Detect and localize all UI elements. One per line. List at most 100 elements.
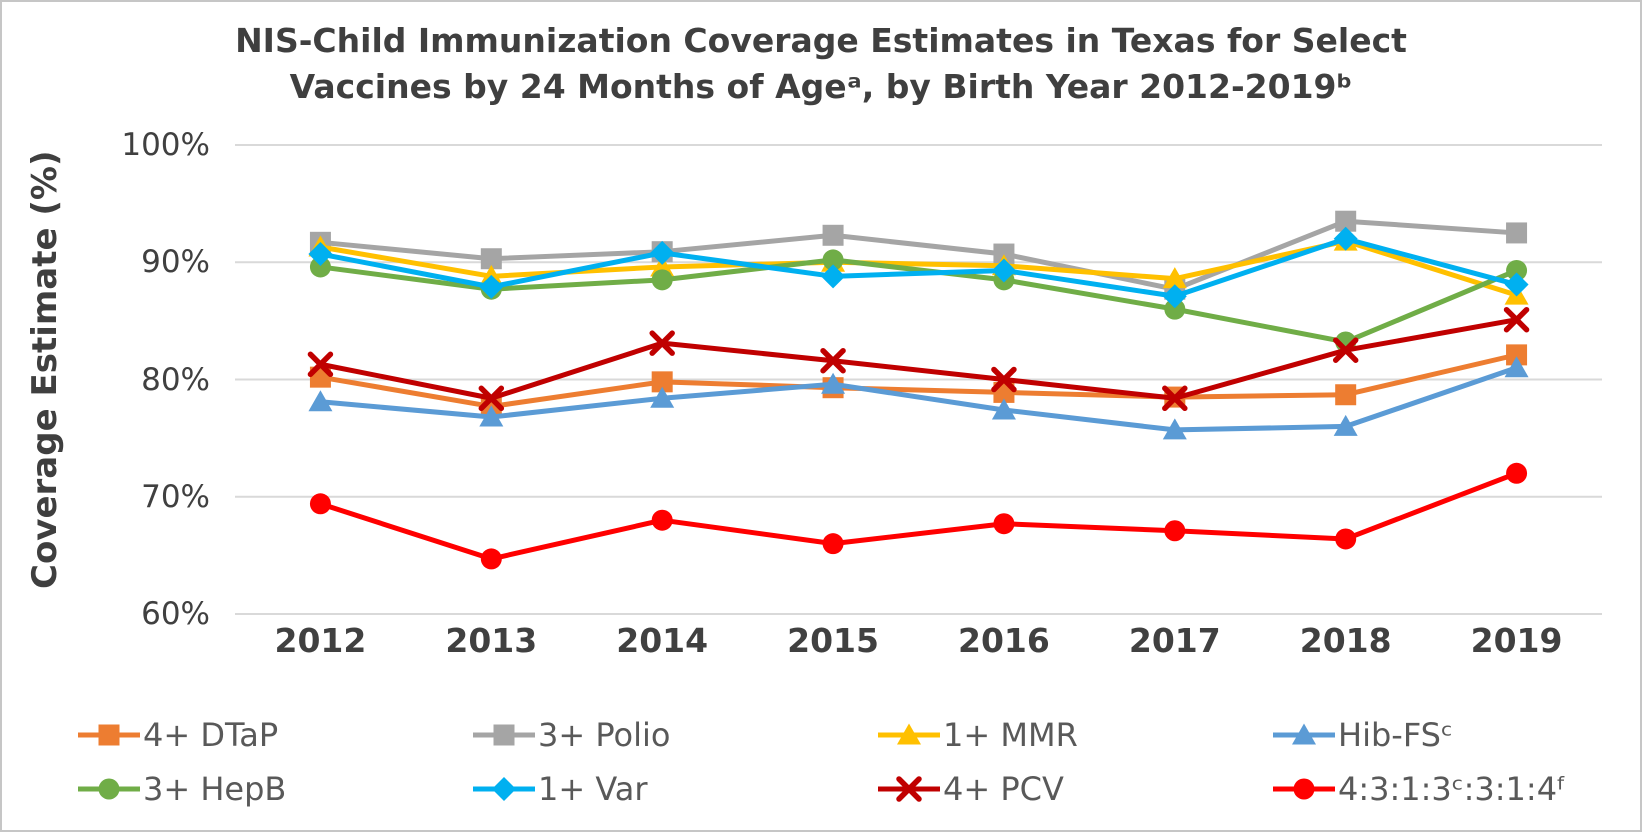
marker-circle [1164, 520, 1186, 542]
x-tick-2016: 2016 [958, 621, 1050, 660]
legend-marker-square-icon [78, 724, 140, 746]
series-line [317, 352, 1520, 409]
marker-triangle [1292, 723, 1316, 745]
legend-marker-circle-icon [78, 778, 140, 800]
legend-item-4-dtap: 4+ DTaP [77, 714, 278, 756]
legend-marker-square-icon [473, 724, 535, 746]
marker-circle [98, 778, 120, 800]
marker-square [822, 224, 844, 246]
legend-marker-xcross-icon [878, 776, 940, 802]
legend-label: 4+ PCV [943, 770, 1064, 808]
legend-marker-circle-icon [1273, 778, 1335, 800]
marker-xcross [1332, 337, 1359, 363]
y-tick-60: 60% [141, 596, 210, 632]
marker-triangle [897, 723, 921, 745]
chart-title-line-1: NIS-Child Immunization Coverage Estimate… [235, 21, 1407, 60]
marker-triangle [1162, 267, 1187, 289]
chart-title: NIS-Child Immunization Coverage Estimate… [2, 18, 1640, 110]
series-4-3-1-3-3-1-4 [309, 462, 1528, 570]
marker-diamond [821, 264, 846, 289]
plot-area [235, 144, 1602, 615]
marker-square [1506, 222, 1528, 244]
marker-triangle [479, 405, 504, 427]
series-line [317, 236, 1520, 299]
marker-square [1335, 384, 1357, 406]
legend-marker-diamond-icon [473, 777, 535, 801]
legend-label: 4:3:1:3ᶜ:3:1:4ᶠ [1338, 770, 1567, 808]
series-1-var [308, 226, 1529, 309]
series-line [317, 365, 1520, 433]
legend-item-3-hepb: 3+ HepB [77, 768, 286, 810]
marker-circle [993, 513, 1015, 535]
series-line [317, 470, 1520, 562]
marker-diamond [991, 258, 1016, 283]
legend-label: 4+ DTaP [143, 716, 279, 754]
marker-xcross [478, 385, 505, 412]
marker-square [98, 724, 120, 746]
marker-square [1506, 344, 1528, 366]
legend-item-1-mmr: 1+ MMR [877, 714, 1078, 756]
x-tick-2017: 2017 [1128, 621, 1221, 660]
marker-circle [822, 533, 844, 555]
y-tick-80: 80% [141, 361, 210, 398]
marker-circle [1293, 778, 1315, 800]
marker-xcross [991, 366, 1017, 393]
legend-label: 1+ Var [538, 770, 648, 808]
legend-item-hib-fs: Hib-FSᶜ [1272, 714, 1453, 756]
marker-square [480, 248, 502, 270]
marker-triangle [650, 386, 675, 408]
marker-xcross [820, 347, 846, 374]
marker-triangle [991, 398, 1016, 420]
x-tick-2015: 2015 [787, 621, 879, 660]
marker-diamond [1333, 226, 1358, 251]
marker-diamond [308, 242, 333, 267]
y-tick-70: 70% [141, 478, 210, 515]
y-tick-90: 90% [141, 244, 210, 281]
marker-circle [651, 269, 673, 291]
marker-square [993, 243, 1015, 265]
legend-label: 1+ MMR [943, 716, 1078, 754]
series-4-pcv [307, 306, 1530, 412]
legend-label: 3+ HepB [143, 770, 287, 808]
x-tick-2019: 2019 [1470, 621, 1563, 660]
x-tick-2014: 2014 [616, 621, 709, 660]
marker-diamond [492, 777, 516, 801]
series-line [317, 257, 1520, 345]
legend-label: Hib-FSᶜ [1338, 716, 1453, 754]
marker-circle [480, 548, 502, 570]
marker-square [493, 724, 515, 746]
marker-diamond [1504, 272, 1529, 297]
chart-title-line-2: Vaccines by 24 Months of Ageᵃ, by Birth … [289, 67, 1353, 106]
marker-diamond [1162, 284, 1187, 309]
marker-triangle [1333, 414, 1358, 436]
marker-circle [822, 249, 844, 271]
legend-item-3-polio: 3+ Polio [472, 714, 670, 756]
marker-xcross [1162, 385, 1188, 412]
marker-xcross [649, 330, 675, 356]
series-hib-fs [308, 356, 1529, 440]
series-line [317, 218, 1520, 292]
legend-label: 3+ Polio [538, 716, 671, 754]
y-tick-100: 100% [121, 127, 210, 163]
marker-triangle [1162, 418, 1187, 440]
marker-xcross [307, 351, 334, 378]
marker-triangle [308, 390, 333, 412]
marker-xcross [1503, 306, 1530, 333]
marker-triangle [1504, 356, 1529, 378]
legend-item-1-var: 1+ Var [472, 768, 648, 810]
marker-diamond [650, 240, 675, 265]
legend-marker-triangle-icon [878, 723, 940, 745]
marker-circle [309, 493, 331, 515]
legend-marker-triangle-icon [1273, 723, 1335, 745]
marker-xcross [896, 776, 922, 802]
marker-triangle [650, 255, 675, 277]
marker-circle [651, 509, 673, 531]
legend-item-4-pcv: 4+ PCV [877, 768, 1064, 810]
legend-item-4-3-1-3-3-1-4: 4:3:1:3ᶜ:3:1:4ᶠ [1272, 768, 1567, 810]
x-tick-2018: 2018 [1299, 621, 1392, 660]
marker-circle [1506, 259, 1528, 281]
x-tick-2012: 2012 [274, 621, 367, 660]
series-line [317, 317, 1520, 401]
x-tick-2013: 2013 [445, 621, 538, 660]
